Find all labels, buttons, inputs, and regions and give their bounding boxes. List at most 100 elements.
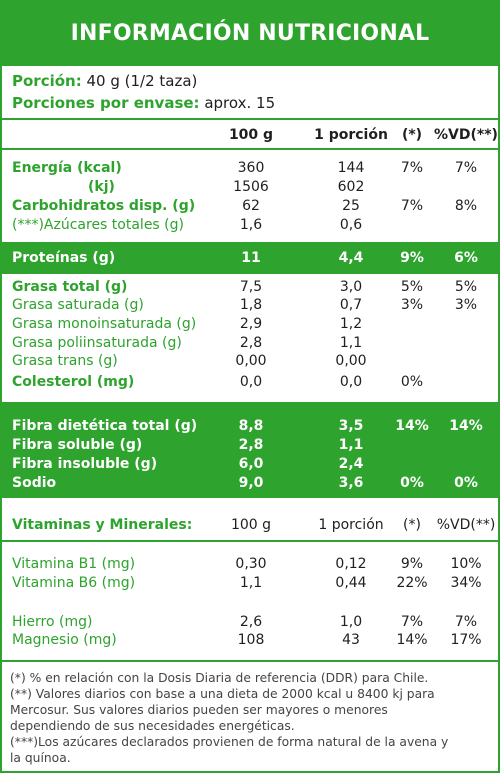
b1-pct: 9% — [400, 556, 424, 572]
iron-label: Hierro (mg) — [12, 614, 93, 630]
iron-vd: 7% — [454, 614, 478, 630]
energy-portion: 144 — [337, 160, 365, 176]
sodium-100g: 9,0 — [238, 475, 264, 491]
kj-portion: 602 — [337, 179, 365, 195]
divider — [2, 148, 498, 150]
footnote-sugars-2: la quínoa. — [10, 751, 71, 765]
vitamins-header-pct: (*) — [403, 517, 421, 533]
b6-portion: 0,44 — [335, 575, 367, 591]
sodium-pct: 0% — [400, 475, 424, 491]
fiber-vd: 14% — [449, 418, 483, 434]
mono-100g: 2,9 — [239, 316, 263, 332]
iron-100g: 2,6 — [239, 614, 263, 630]
fat-label: Grasa total (g) — [12, 279, 128, 295]
carbs-label: Carbohidratos disp. (g) — [12, 198, 196, 214]
title: INFORMACIÓN NUTRICIONAL — [2, 2, 498, 64]
protein-pct: 9% — [400, 250, 424, 266]
poly-label: Grasa poliinsaturada (g) — [12, 335, 182, 351]
magnesium-portion: 43 — [342, 632, 360, 648]
trans-100g: 0,00 — [235, 353, 267, 369]
header-100g: 100 g — [228, 127, 274, 143]
saturated-pct: 3% — [400, 297, 424, 313]
fiber-band — [2, 402, 498, 498]
servings-line: Porciones por envase: aprox. 15 — [12, 94, 275, 113]
trans-label: Grasa trans (g) — [12, 353, 118, 369]
fat-portion: 3,0 — [339, 279, 363, 295]
divider — [2, 540, 498, 542]
sugars-label: (***)Azúcares totales (g) — [12, 217, 184, 233]
energy-pct: 7% — [400, 160, 424, 176]
divider — [2, 64, 498, 66]
cholesterol-pct: 0% — [400, 374, 424, 390]
b1-portion: 0,12 — [335, 556, 367, 572]
b6-label: Vitamina B6 (mg) — [12, 575, 136, 591]
saturated-vd: 3% — [454, 297, 478, 313]
sugars-100g: 1,6 — [239, 217, 263, 233]
b6-vd: 34% — [450, 575, 482, 591]
kj-label: (kj) — [88, 179, 115, 195]
cholesterol-label: Colesterol (mg) — [12, 374, 135, 390]
vitamins-header-100g: 100 g — [230, 517, 272, 533]
b6-pct: 22% — [396, 575, 428, 591]
saturated-100g: 1,8 — [239, 297, 263, 313]
protein-100g: 11 — [241, 250, 261, 266]
footnote-sugars-1: (***)Los azúcares declarados provienen d… — [10, 735, 449, 749]
energy-vd: 7% — [454, 160, 478, 176]
portion-value: 40 g (1/2 taza) — [86, 72, 198, 90]
iron-portion: 1,0 — [339, 614, 363, 630]
b1-100g: 0,30 — [235, 556, 267, 572]
footnote-vd-2: Mercosur. Sus valores diarios pueden ser… — [10, 703, 388, 717]
fiber-pct: 14% — [395, 418, 429, 434]
divider — [2, 118, 498, 120]
header-vd: %VD(**) — [434, 127, 498, 143]
insoluble-100g: 6,0 — [238, 456, 264, 472]
insoluble-portion: 2,4 — [338, 456, 364, 472]
soluble-100g: 2,8 — [238, 437, 264, 453]
footnote-vd-1: (**) Valores diarios con base a una diet… — [10, 687, 435, 701]
cholesterol-100g: 0,0 — [239, 374, 263, 390]
magnesium-vd: 17% — [450, 632, 482, 648]
servings-label: Porciones por envase: — [12, 94, 200, 112]
protein-vd: 6% — [454, 250, 478, 266]
b1-vd: 10% — [450, 556, 482, 572]
b6-100g: 1,1 — [239, 575, 263, 591]
soluble-portion: 1,1 — [338, 437, 364, 453]
kj-100g: 1506 — [233, 179, 269, 195]
mono-label: Grasa monoinsaturada (g) — [12, 316, 197, 332]
vitamins-header-portion: 1 porción — [318, 517, 384, 533]
portion-label: Porción: — [12, 72, 82, 90]
protein-portion: 4,4 — [338, 250, 364, 266]
vitamins-header-vd: %VD(**) — [436, 517, 496, 533]
poly-portion: 1,1 — [339, 335, 363, 351]
fiber-100g: 8,8 — [238, 418, 264, 434]
header-portion: 1 porción — [314, 127, 388, 143]
sodium-vd: 0% — [454, 475, 478, 491]
divider — [2, 660, 498, 662]
energy-100g: 360 — [237, 160, 265, 176]
iron-pct: 7% — [400, 614, 424, 630]
protein-label: Proteínas (g) — [12, 250, 116, 266]
b1-label: Vitamina B1 (mg) — [12, 556, 136, 572]
servings-value: aprox. 15 — [204, 94, 276, 112]
fiber-portion: 3,5 — [338, 418, 364, 434]
trans-portion: 0,00 — [335, 353, 367, 369]
sodium-portion: 3,6 — [338, 475, 364, 491]
protein-band — [2, 242, 498, 274]
portion-line: Porción: 40 g (1/2 taza) — [12, 72, 197, 91]
cholesterol-portion: 0,0 — [339, 374, 363, 390]
carbs-portion: 25 — [342, 198, 360, 214]
magnesium-label: Magnesio (mg) — [12, 632, 117, 648]
footnote-vd-3: dependiendo de sus necesidades energétic… — [10, 719, 295, 733]
magnesium-100g: 108 — [237, 632, 265, 648]
fat-pct: 5% — [400, 279, 424, 295]
fiber-label: Fibra dietética total (g) — [12, 418, 198, 434]
sugars-portion: 0,6 — [339, 217, 363, 233]
fat-vd: 5% — [454, 279, 478, 295]
saturated-portion: 0,7 — [339, 297, 363, 313]
energy-label: Energía (kcal) — [12, 160, 122, 176]
magnesium-pct: 14% — [396, 632, 428, 648]
carbs-vd: 8% — [454, 198, 478, 214]
mono-portion: 1,2 — [339, 316, 363, 332]
sodium-label: Sodio — [12, 475, 57, 491]
